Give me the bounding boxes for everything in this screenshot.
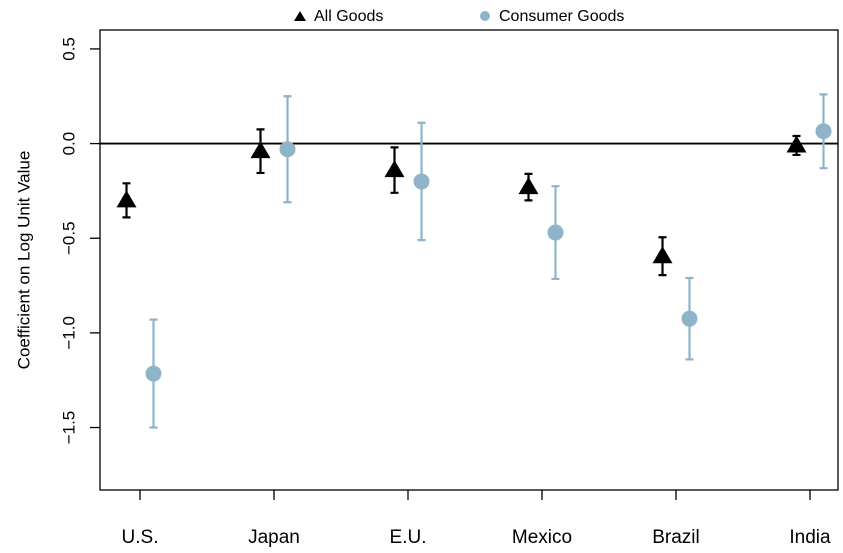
y-axis-label: Coefficient on Log Unit Value [14, 151, 33, 370]
legend-label: Consumer Goods [499, 8, 624, 25]
y-tick-label: −1.0 [59, 316, 78, 350]
y-tick-label: 0.5 [59, 37, 78, 61]
y-tick-label: −1.5 [59, 411, 78, 445]
x-tick-label: India [789, 527, 831, 548]
x-tick-label: Japan [248, 527, 300, 548]
legend-marker [294, 11, 306, 21]
point [116, 190, 137, 208]
legend-label: All Goods [314, 8, 383, 25]
legend-marker [480, 11, 490, 21]
point [518, 177, 539, 195]
point [250, 141, 271, 159]
x-tick-label: Mexico [512, 527, 572, 548]
x-tick-label: Brazil [652, 527, 700, 548]
point [652, 246, 673, 264]
point [681, 310, 698, 327]
point [815, 123, 832, 140]
point [547, 224, 564, 241]
y-tick-label: 0.0 [59, 132, 78, 156]
point [279, 141, 296, 158]
y-tick-label: −0.5 [59, 221, 78, 255]
point [413, 173, 430, 190]
x-tick-label: E.U. [390, 527, 427, 548]
plot-frame [99, 29, 839, 491]
point [145, 365, 162, 382]
point [786, 135, 807, 153]
x-tick-label: U.S. [122, 527, 159, 548]
point [384, 160, 405, 178]
